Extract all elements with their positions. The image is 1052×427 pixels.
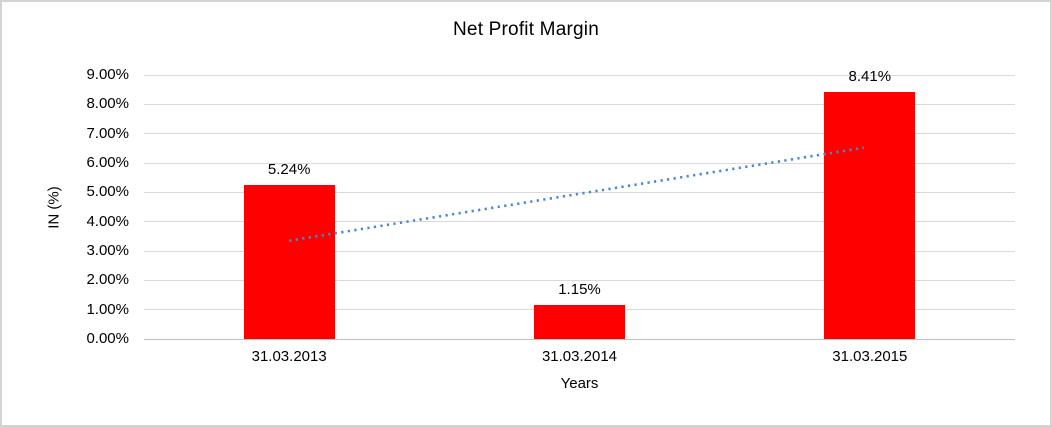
bar-31.03.2014 (534, 305, 625, 339)
y-tick-label: 3.00% (86, 242, 129, 259)
bar-31.03.2015 (824, 92, 916, 339)
y-tick-label: 5.00% (86, 183, 129, 201)
x-category-label: 31.03.2013 (251, 348, 327, 365)
y-tick-label: 2.00% (86, 271, 129, 289)
y-tick-label: 1.00% (86, 300, 129, 318)
x-axis-title: Years (560, 375, 599, 392)
bar-value-label: 5.24% (267, 161, 311, 179)
gridline (144, 103, 1015, 105)
gridline (144, 74, 1015, 76)
bar-value-label: 1.15% (558, 281, 601, 299)
chart-title: Net Profit Margin (453, 19, 599, 40)
y-tick-label: 6.00% (86, 154, 129, 171)
gridline (144, 250, 1015, 252)
y-tick-label: 8.00% (86, 95, 129, 113)
bar-31.03.2013 (243, 185, 335, 339)
bar-value-label: 8.41% (848, 68, 892, 86)
gridline (144, 279, 1015, 281)
y-tick-label: 4.00% (86, 212, 129, 230)
x-category-label: 31.03.2014 (541, 348, 618, 365)
x-axis-line (144, 338, 1015, 340)
y-tick-label: 0.00% (86, 330, 129, 347)
x-category-label: 31.03.2015 (832, 348, 908, 365)
y-tick-label: 7.00% (86, 124, 129, 142)
y-axis-title: IN (%) (45, 186, 63, 229)
gridline (144, 133, 1015, 135)
y-tick-label: 9.00% (86, 66, 129, 83)
